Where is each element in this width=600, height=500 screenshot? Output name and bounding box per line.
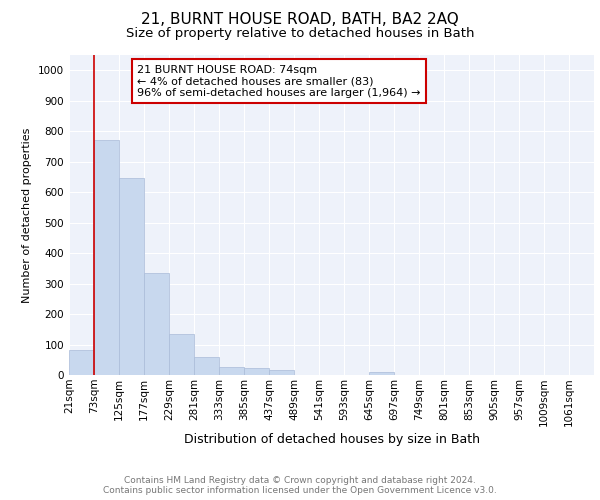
Bar	[369, 372, 394, 375]
Bar	[194, 356, 219, 375]
Bar	[244, 368, 269, 375]
Text: 21 BURNT HOUSE ROAD: 74sqm
← 4% of detached houses are smaller (83)
96% of semi-: 21 BURNT HOUSE ROAD: 74sqm ← 4% of detac…	[137, 64, 421, 98]
Bar	[119, 178, 144, 375]
Bar	[144, 273, 169, 375]
Bar	[219, 368, 244, 375]
Bar	[69, 350, 94, 375]
Bar	[94, 140, 119, 375]
Text: Contains HM Land Registry data © Crown copyright and database right 2024.
Contai: Contains HM Land Registry data © Crown c…	[103, 476, 497, 495]
Y-axis label: Number of detached properties: Number of detached properties	[22, 128, 32, 302]
X-axis label: Distribution of detached houses by size in Bath: Distribution of detached houses by size …	[184, 434, 479, 446]
Text: 21, BURNT HOUSE ROAD, BATH, BA2 2AQ: 21, BURNT HOUSE ROAD, BATH, BA2 2AQ	[141, 12, 459, 28]
Bar	[269, 370, 294, 375]
Text: Size of property relative to detached houses in Bath: Size of property relative to detached ho…	[126, 28, 474, 40]
Bar	[169, 334, 194, 375]
